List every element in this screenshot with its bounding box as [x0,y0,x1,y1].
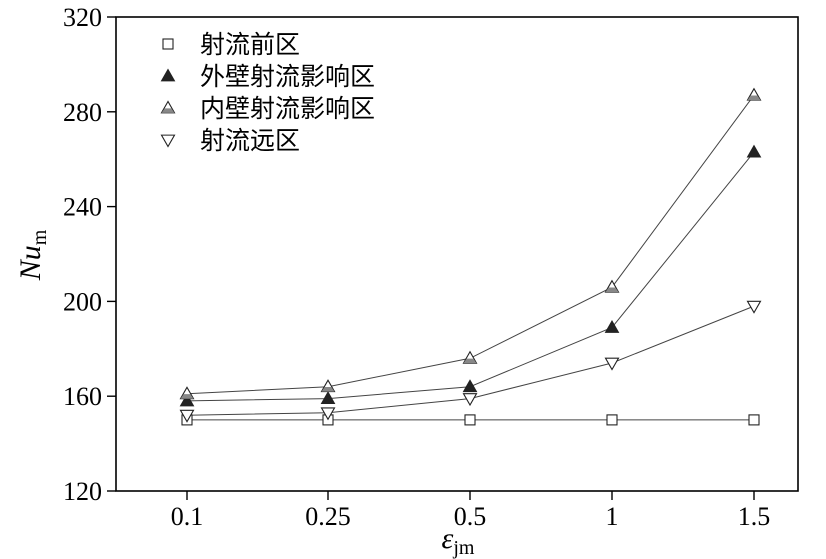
series-3-point-4-shape [746,300,762,314]
series-1-point-4-shape [746,144,762,158]
legend-marker-3 [160,134,176,148]
legend-marker-0 [162,38,174,50]
series-2-point-1 [320,379,336,393]
series-markers [179,87,762,426]
x-axis-label-sub: jm [452,537,475,559]
series-1-point-0 [179,393,195,407]
series-0-point-4-shape [748,414,760,426]
series-1-point-1 [320,391,336,404]
series-1-point-1-shape [320,391,336,404]
series-1-point-2 [462,379,478,393]
legend-marker-1 [160,68,176,82]
series-2-point-0 [179,386,195,400]
y-axis-label-sub: m [29,229,51,245]
x-axis-label: εjm [442,522,475,559]
y-tick-label-0: 120 [63,477,102,506]
series-3-point-0-shape [179,409,195,423]
x-tick-label-3: 1 [606,502,619,531]
series-2-point-2 [462,350,478,364]
series-2-point-3 [604,279,620,293]
series-0-point-3 [606,414,618,426]
y-tick-label-3: 240 [63,193,102,222]
series-1-point-4 [746,144,762,158]
series-0-point-2-shape [464,414,476,426]
series-2-point-2-fill [463,358,477,364]
legend-label-0: 射流前区 [200,30,300,59]
y-axis-label: Num [14,229,51,281]
legend-marker-1-shape [160,68,176,82]
legend-marker-2 [160,100,176,114]
series-1-point-3 [604,319,620,333]
x-tick-label-0: 0.1 [171,502,204,531]
y-axis: 120 160 200 240 280 320 [63,3,116,506]
x-tick-label-1: 0.25 [305,502,351,531]
x-tick-label-2: 0.5 [454,502,487,531]
legend-marker-3-shape [160,134,176,148]
legend-label-3: 射流远区 [200,126,300,155]
series-1-point-0-shape [179,393,195,407]
series-0-point-3-shape [606,414,618,426]
legend-label-2: 内壁射流影响区 [200,94,375,123]
series-1-point-2-shape [462,379,478,393]
series-2-point-0-fill [180,394,194,399]
series-3-point-4 [746,300,762,314]
plot-frame [115,16,799,492]
y-tick-label-4: 280 [63,98,102,127]
legend-label-1: 外壁射流影响区 [200,62,375,91]
series-3-point-3 [604,357,620,371]
x-axis: 0.1 0.25 0.5 1 1.5 [171,491,771,531]
x-axis-label-main: ε [442,522,454,555]
y-tick-label-5: 320 [63,3,102,32]
series-2-point-4-fill [747,95,761,101]
series-2-point-3-fill [605,287,619,293]
series-3-point-1 [320,407,336,421]
series-2-point-4 [746,87,762,101]
series-3-point-3-shape [604,357,620,371]
y-tick-label-2: 200 [63,287,102,316]
legend-marker-2-fill [161,108,175,113]
series-0-point-2 [464,414,476,426]
series-3-point-2-shape [462,393,478,407]
legend-marker-0-shape [162,38,174,50]
x-tick-label-4: 1.5 [738,502,771,531]
y-axis-label-main: Nu [14,245,47,281]
series-1-point-3-shape [604,319,620,333]
series-3-point-0 [179,409,195,423]
y-tick-label-1: 160 [63,382,102,411]
series-0-point-4 [748,414,760,426]
series-3-point-1-shape [320,407,336,421]
series-3-point-2 [462,393,478,407]
series-2-point-1-fill [321,387,335,392]
